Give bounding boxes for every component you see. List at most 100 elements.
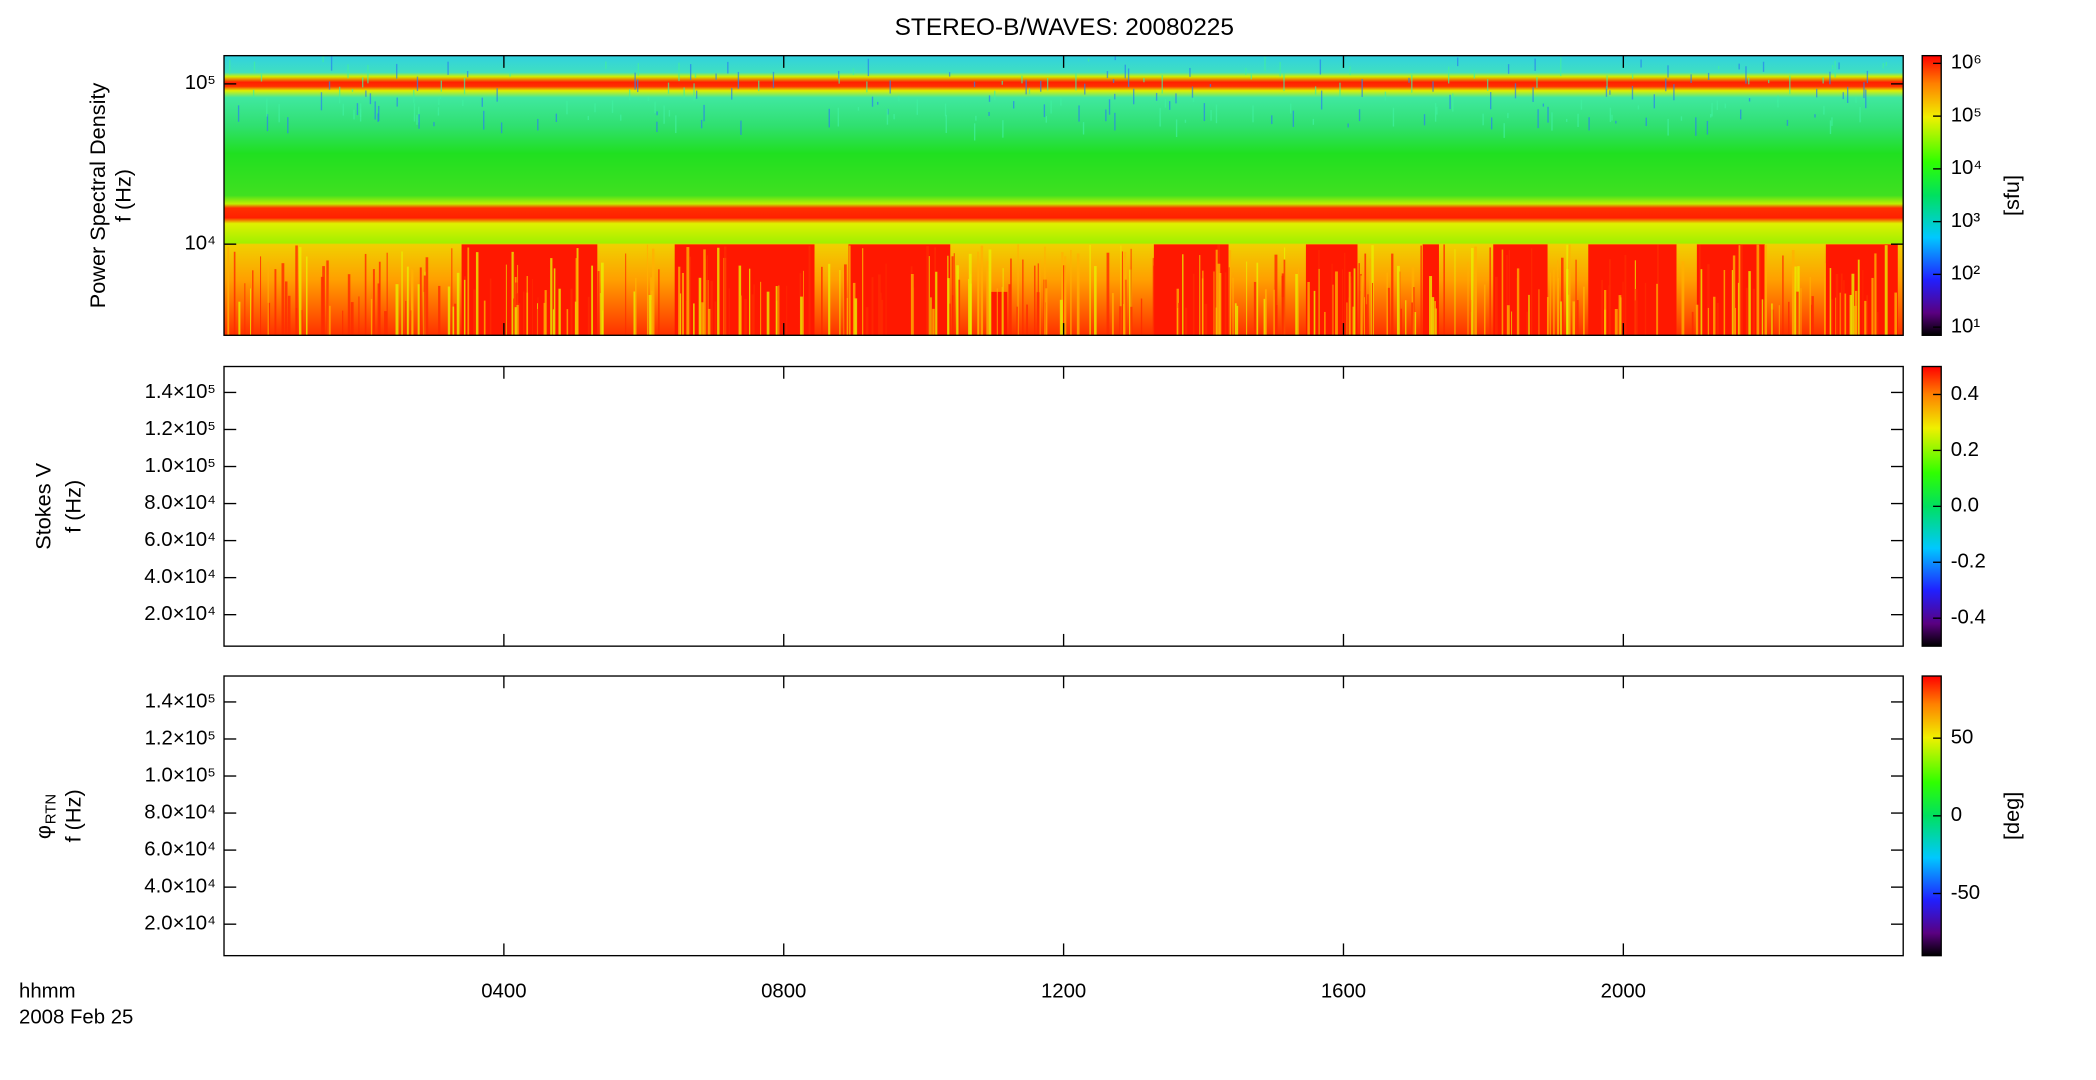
spectrogram-noise: [1290, 103, 1292, 114]
spectrogram-noise: [417, 284, 420, 336]
spectrogram-noise: [803, 270, 804, 336]
spectrogram-noise: [947, 278, 950, 336]
spectrogram-noise: [418, 114, 420, 129]
spectrogram-noise: [1536, 76, 1538, 88]
spectrogram-noise: [358, 296, 360, 336]
spectrogram-noise: [1713, 296, 1716, 336]
spectrogram-noise: [1752, 288, 1756, 336]
spectrogram-noise: [679, 293, 682, 336]
y-tick-label: 2.0×10⁴: [144, 603, 216, 625]
spectrogram-noise: [1759, 246, 1761, 336]
spectrogram-noise: [753, 284, 755, 336]
spectrogram-noise: [1645, 117, 1647, 126]
spectrogram-noise: [1735, 307, 1737, 336]
spectrogram-noise: [1043, 104, 1046, 118]
spectrogram-noise: [731, 88, 733, 100]
spectrogram-noise: [1842, 92, 1844, 100]
spectrogram-noise: [1256, 262, 1259, 336]
spectrogram-noise: [1105, 109, 1107, 122]
x-axis-date: 2008 Feb 25: [19, 1006, 133, 1028]
spectrogram-noise: [1130, 306, 1133, 336]
spectrogram-noise: [330, 56, 333, 71]
spectrogram-noise: [861, 248, 864, 336]
spectrogram-noise: [509, 73, 511, 77]
spectrogram-noise: [1865, 89, 1867, 109]
spectrogram-noise: [1169, 101, 1171, 110]
spectrogram-noise: [367, 64, 369, 84]
spectrogram-noise: [1324, 311, 1326, 336]
spectrogram-noise: [425, 257, 429, 336]
spectrogram-noise: [1503, 123, 1505, 138]
spectrogram-noise: [1143, 78, 1145, 83]
spectrogram-noise: [1740, 109, 1742, 120]
spectrogram-noise: [651, 248, 655, 336]
spectrogram-noise: [597, 271, 600, 336]
spectrogram-noise: [1123, 274, 1126, 336]
spectrogram-noise: [1618, 295, 1622, 336]
spectrogram-noise: [1452, 93, 1454, 112]
spectrogram-noise: [1364, 253, 1367, 336]
spectrogram-noise: [252, 270, 254, 336]
spectrogram-noise: [1400, 308, 1403, 336]
spectrogram-noise: [1764, 244, 1767, 336]
spectrogram-noise: [821, 266, 823, 336]
spectrogram-noise: [1234, 303, 1237, 336]
spectrogram-noise: [1537, 109, 1539, 129]
y-tick-label: 6.0×10⁴: [144, 529, 216, 551]
spectrogram-noise: [1396, 265, 1400, 336]
spectrogram-noise: [1771, 303, 1773, 336]
spectrogram-noise: [740, 120, 742, 135]
spectrogram-noise: [287, 295, 291, 336]
spectrogram-noise: [1514, 83, 1517, 99]
colorbar-tick-label: 0.4: [1951, 383, 1979, 405]
colorbar-tick-label: 10⁵: [1951, 104, 1982, 126]
spectrogram-noise: [1140, 298, 1143, 336]
y-tick-label: 1.2×10⁵: [145, 727, 216, 749]
spectrogram-noise: [1274, 254, 1278, 336]
colorbar-tick-label: 10⁴: [1951, 157, 1982, 179]
spectrogram-noise: [1575, 259, 1577, 336]
spectrogram-noise: [1001, 286, 1004, 336]
spectrogram-noise: [1391, 253, 1394, 336]
spectrogram-noise: [1022, 259, 1024, 336]
spectrogram-noise: [744, 298, 747, 336]
spectrogram-noise: [944, 103, 947, 117]
spectrogram-noise: [566, 309, 569, 336]
spectrogram-noise: [229, 59, 231, 75]
spectrogram-noise: [844, 264, 847, 336]
spectrogram-noise: [1864, 300, 1867, 336]
spectrogram-noise: [328, 81, 331, 90]
spectrogram-noise: [1547, 106, 1549, 123]
spectrogram-noise: [1070, 249, 1072, 336]
spectrogram-noise: [1178, 302, 1180, 336]
spectrogram-noise: [710, 280, 713, 336]
spectrogram-noise: [1681, 261, 1685, 336]
spectrogram-noise: [1411, 74, 1413, 93]
spectrogram-noise: [1569, 244, 1571, 336]
spectrogram-noise: [678, 266, 681, 336]
spectrogram-noise: [828, 108, 830, 128]
y-tick-label: 1.4×10⁵: [145, 381, 216, 403]
spectrogram-noise: [1846, 86, 1849, 103]
spectrogram-noise: [637, 79, 639, 93]
spectrogram-noise: [988, 95, 991, 102]
spectrogram-noise: [454, 303, 457, 336]
spectrogram-noise: [320, 92, 323, 111]
spectrogram-noise: [1532, 87, 1534, 102]
y-tick-label: 6.0×10⁴: [144, 838, 216, 860]
spectrogram-noise: [1740, 244, 1743, 336]
spectrogram-noise: [384, 311, 387, 336]
spectrogram-noise: [1723, 269, 1726, 336]
spectrogram-noise: [1829, 71, 1831, 85]
spectrogram-noise: [1609, 107, 1612, 122]
spectrogram-noise: [857, 107, 860, 111]
spectrogram-image: [224, 55, 1904, 336]
spectrogram-noise: [1436, 106, 1438, 115]
spectrogram-noise: [1264, 289, 1267, 336]
spectrogram-noise: [975, 115, 977, 121]
spectrogram-noise: [594, 103, 596, 113]
spectrogram-noise: [1588, 117, 1590, 131]
spectrogram-noise: [326, 260, 329, 336]
spectrogram-noise: [1831, 64, 1834, 70]
spectrogram-noise: [1716, 302, 1719, 336]
